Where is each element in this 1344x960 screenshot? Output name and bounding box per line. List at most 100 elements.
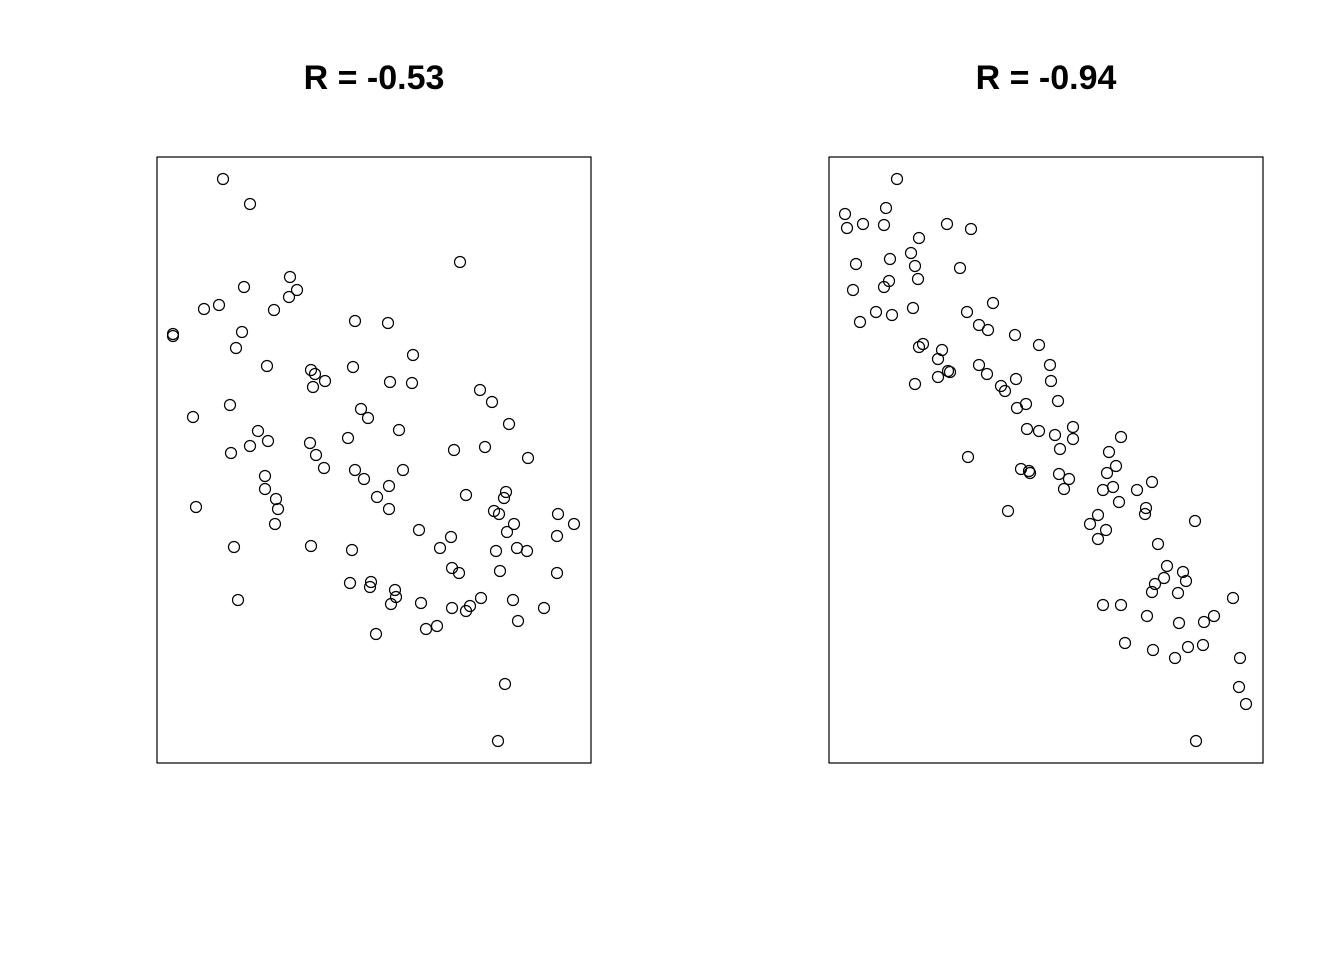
point [197,302,211,316]
point [363,580,377,594]
point [1197,615,1211,629]
point [1096,483,1110,497]
point [931,352,945,366]
point [343,576,357,590]
point [953,261,967,275]
point [1052,467,1066,481]
point [1010,401,1024,415]
point [474,591,488,605]
point [452,566,466,580]
point [348,463,362,477]
point [1044,374,1058,388]
point [550,566,564,580]
point [212,298,226,312]
point [964,222,978,236]
point [885,308,899,322]
point [911,272,925,286]
point [972,318,986,332]
point [1196,638,1210,652]
point [1160,559,1174,573]
point [908,259,922,273]
point [1139,501,1153,515]
point [497,491,511,505]
point [290,283,304,297]
point [1168,651,1182,665]
point [370,490,384,504]
point [1140,609,1154,623]
point [498,677,512,691]
point [511,614,525,628]
point [186,410,200,424]
point [912,231,926,245]
point [998,384,1012,398]
point [492,507,506,521]
point [306,380,320,394]
point [1151,537,1165,551]
point [506,593,520,607]
point [430,619,444,633]
point [341,431,355,445]
point [1032,338,1046,352]
point [318,374,332,388]
point [1207,609,1221,623]
point [406,348,420,362]
chart-title: R = -0.94 [976,59,1117,97]
point [1138,507,1152,521]
point [1091,508,1105,522]
point [1099,523,1113,537]
point [369,627,383,641]
point [243,439,257,453]
point [346,360,360,374]
point [473,383,487,397]
point [258,469,272,483]
point [414,596,428,610]
point [453,255,467,269]
point [1066,420,1080,434]
point [537,601,551,615]
point [304,363,318,377]
point [499,485,513,499]
point [1051,394,1065,408]
point [381,316,395,330]
point [405,376,419,390]
point [521,451,535,465]
point [1102,445,1116,459]
point [445,601,459,615]
point [1179,574,1193,588]
point [251,424,265,438]
point [838,207,852,221]
point [1091,532,1105,546]
chart-title: R = -0.53 [304,59,445,97]
point [1148,577,1162,591]
point [1106,480,1120,494]
point [1043,358,1057,372]
point [507,517,521,531]
point [433,541,447,555]
point [489,544,503,558]
point [282,290,296,304]
point [348,314,362,328]
point [1066,432,1080,446]
point [1239,697,1253,711]
point [1171,586,1185,600]
point [261,434,275,448]
point [1114,430,1128,444]
point [869,305,883,319]
point [877,280,891,294]
point [485,395,499,409]
point [1048,428,1062,442]
point [309,448,323,462]
point [271,502,285,516]
point [303,436,317,450]
point [345,543,359,557]
point [493,564,507,578]
point [1020,422,1034,436]
point [235,325,249,339]
point [879,201,893,215]
point [904,246,918,260]
point [260,359,274,373]
point [1096,598,1110,612]
plot-frame [828,156,1264,764]
point [1188,514,1202,528]
point [1172,616,1186,630]
